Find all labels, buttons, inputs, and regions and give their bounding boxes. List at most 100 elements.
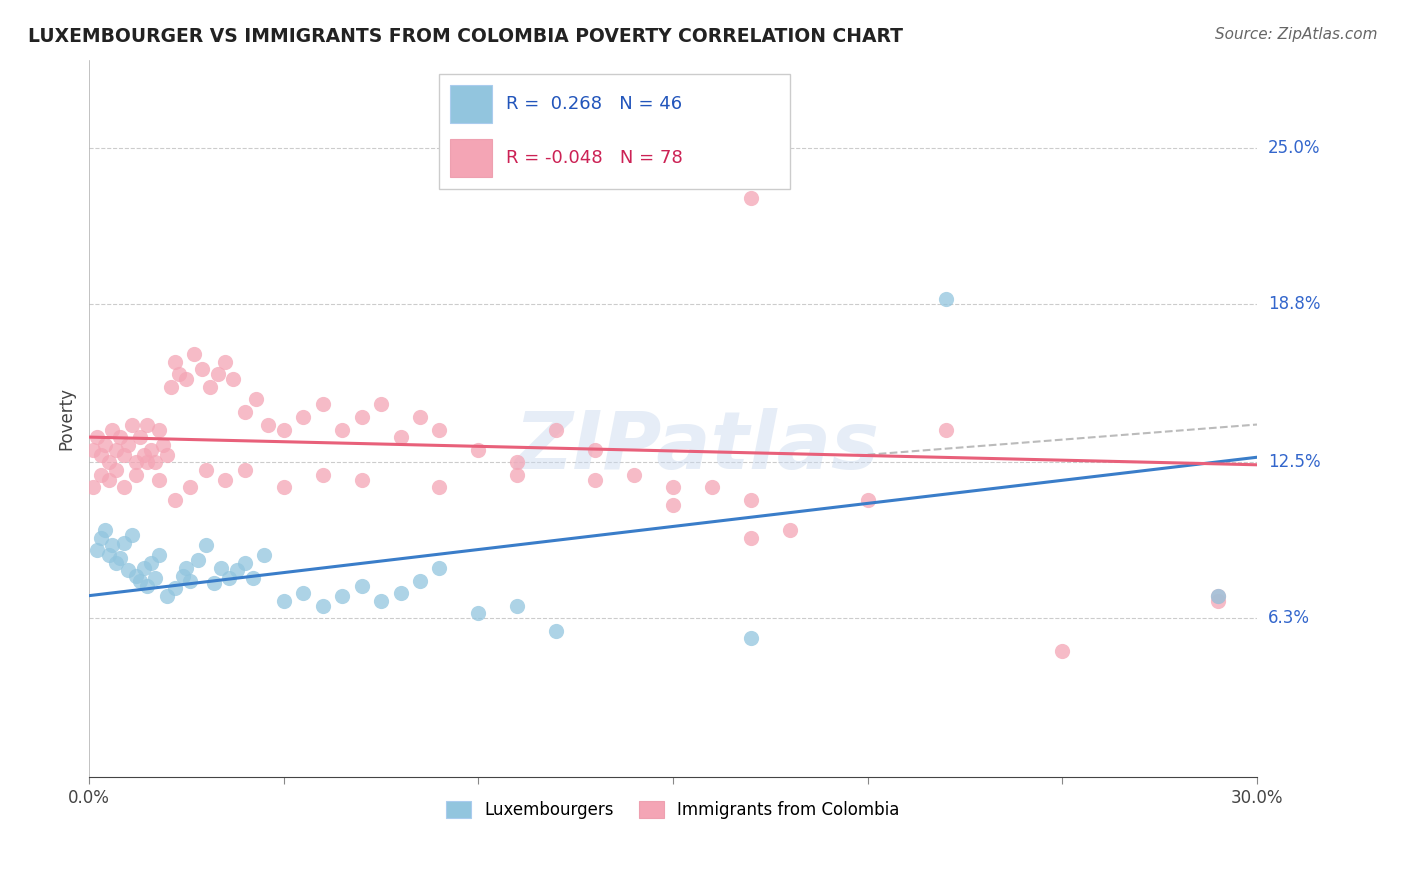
Point (163, 493, 186, 508)
Point (112, 480, 135, 494)
Point (209, 561, 232, 575)
Point (132, 448, 155, 462)
Point (740, 191, 762, 205)
Point (389, 586, 412, 600)
Point (176, 372, 198, 386)
Point (108, 430, 131, 444)
Point (233, 463, 256, 477)
Point (202, 576, 225, 591)
Point (740, 632, 762, 646)
Point (86, 430, 108, 444)
Point (117, 564, 139, 578)
Point (662, 498, 685, 512)
Text: 18.8%: 18.8% (1268, 294, 1320, 313)
Point (330, 589, 353, 603)
Point (273, 423, 295, 437)
Point (105, 442, 128, 457)
Point (136, 417, 159, 432)
Point (121, 528, 143, 542)
Point (187, 553, 209, 567)
Point (934, 292, 956, 306)
Point (125, 467, 148, 482)
Point (194, 463, 217, 477)
Point (163, 581, 186, 595)
Point (117, 437, 139, 451)
Point (93, 523, 115, 537)
Point (222, 372, 245, 386)
Point (176, 561, 198, 575)
Point (350, 473, 373, 487)
Point (125, 455, 148, 469)
Point (136, 578, 159, 592)
Point (233, 556, 256, 570)
Point (152, 437, 174, 451)
Point (156, 589, 179, 603)
Point (429, 480, 451, 494)
Point (141, 442, 163, 457)
Point (214, 473, 236, 487)
Point (292, 586, 315, 600)
Point (97, 473, 120, 487)
Point (207, 367, 229, 381)
Point (779, 523, 801, 537)
Point (156, 448, 179, 462)
Point (191, 362, 214, 376)
Point (90, 448, 112, 462)
Point (97, 549, 120, 563)
Point (370, 593, 392, 607)
Point (370, 397, 392, 411)
Point (108, 550, 131, 565)
Point (218, 571, 240, 585)
Point (172, 568, 194, 582)
Point (257, 417, 280, 432)
Point (97, 455, 120, 469)
Point (583, 442, 606, 457)
Point (159, 380, 181, 394)
Point (148, 549, 170, 563)
Point (226, 564, 249, 578)
Point (90, 531, 112, 545)
Point (112, 536, 135, 550)
Point (273, 593, 295, 607)
Point (273, 480, 295, 494)
Point (183, 347, 205, 361)
Point (125, 568, 148, 582)
Point (82, 480, 104, 494)
Point (101, 423, 124, 437)
Point (82, 442, 104, 457)
Point (105, 556, 128, 570)
Point (93, 437, 115, 451)
Point (311, 599, 333, 613)
Point (467, 442, 489, 457)
Point (700, 480, 723, 494)
Point (546, 423, 568, 437)
Point (148, 423, 170, 437)
Text: 12.5%: 12.5% (1268, 453, 1320, 471)
Point (90, 467, 112, 482)
Point (467, 607, 489, 621)
Point (112, 448, 135, 462)
Point (623, 467, 645, 482)
Point (194, 538, 217, 552)
Point (350, 409, 373, 424)
Point (429, 561, 451, 575)
Point (128, 430, 150, 444)
Point (934, 423, 956, 437)
Point (1052, 644, 1074, 658)
Point (740, 493, 762, 508)
Point (167, 367, 190, 381)
Point (506, 467, 529, 482)
Point (506, 599, 529, 613)
Point (583, 473, 606, 487)
Point (233, 405, 256, 419)
Text: 6.3%: 6.3% (1268, 609, 1310, 627)
Point (128, 574, 150, 588)
Text: LUXEMBOURGER VS IMMIGRANTS FROM COLOMBIA POVERTY CORRELATION CHART: LUXEMBOURGER VS IMMIGRANTS FROM COLOMBIA… (28, 27, 903, 45)
Point (1206, 589, 1229, 603)
Legend: Luxembourgers, Immigrants from Colombia: Luxembourgers, Immigrants from Colombia (440, 795, 907, 826)
Point (740, 531, 762, 545)
Text: ZIPatlas: ZIPatlas (513, 408, 879, 486)
Text: Source: ZipAtlas.com: Source: ZipAtlas.com (1215, 27, 1378, 42)
Point (1206, 593, 1229, 607)
Point (121, 417, 143, 432)
